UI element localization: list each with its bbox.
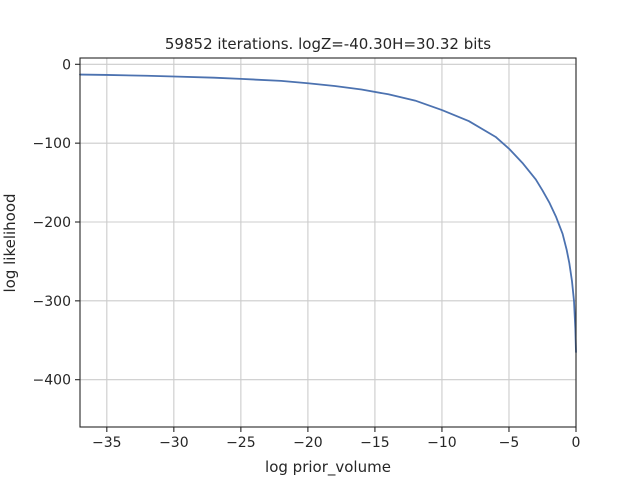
y-ticks: 0 −100 −200 −300 −400 [33,57,80,389]
x-ticks: −35 −30 −25 −20 −15 −10 −5 0 [92,427,580,451]
x-tick-label: −25 [226,435,256,451]
x-tick-label: −20 [293,435,323,451]
x-tick-label: −5 [499,435,520,451]
x-gridlines [106,58,577,427]
x-tick-label: −15 [360,435,390,451]
x-tick-label: 0 [572,435,581,451]
x-tick-label: −35 [92,435,122,451]
y-tick-label: −400 [33,373,71,389]
x-tick-label: −10 [427,435,457,451]
series-line [79,73,577,354]
series-group [79,73,577,354]
x-axis-label: log prior_volume [265,458,391,477]
x-tick-label: −30 [159,435,189,451]
y-tick-label: −300 [33,294,71,310]
y-tick-label: −100 [33,136,71,152]
y-tick-label: −200 [33,215,71,231]
y-tick-label: 0 [62,57,71,73]
y-axis-label: log likelihood [1,193,19,292]
plot-frame [79,57,577,428]
chart-title: 59852 iterations. logZ=-40.30H=30.32 bit… [165,35,491,53]
y-gridlines [80,63,576,381]
